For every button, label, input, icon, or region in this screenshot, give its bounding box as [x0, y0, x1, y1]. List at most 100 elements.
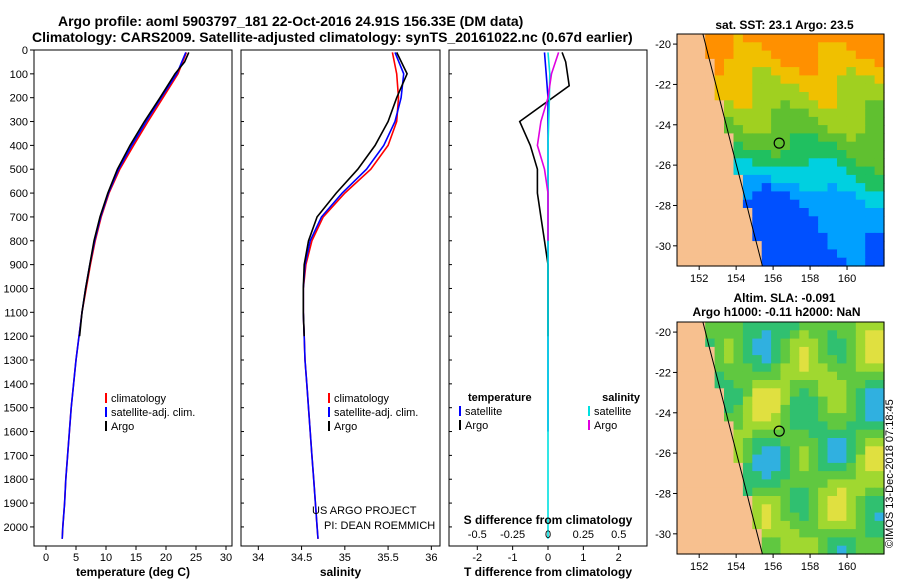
x-tick-label: 34: [252, 552, 264, 564]
map-cell: [714, 199, 725, 209]
map-cell: [846, 330, 857, 340]
map-cell: [846, 75, 857, 85]
map-cell: [742, 100, 753, 110]
map-cell: [705, 504, 716, 514]
map-cell: [855, 462, 866, 472]
map-cell: [827, 454, 838, 464]
map-cell: [855, 224, 866, 234]
map-cell: [780, 396, 791, 406]
map-cell: [752, 257, 763, 267]
map-cell: [705, 232, 716, 242]
map-cell: [733, 471, 744, 480]
map-cell: [733, 545, 744, 555]
map-cell: [789, 479, 800, 489]
map-cell: [789, 363, 800, 373]
map-cell: [742, 446, 753, 456]
map-cell: [705, 355, 716, 364]
map-cell: [846, 224, 857, 234]
map-cell: [771, 50, 782, 60]
map-cell: [837, 34, 847, 43]
map-cell: [677, 42, 687, 52]
map-cell: [818, 208, 829, 217]
map-cell: [789, 338, 800, 348]
map-cell: [705, 42, 716, 52]
map-cell: [855, 504, 866, 514]
map-cell: [742, 355, 753, 364]
map-cell: [874, 257, 885, 267]
map-cell: [780, 421, 791, 431]
map-cell: [705, 545, 716, 555]
map-cell: [686, 75, 697, 85]
map-cell: [705, 208, 716, 217]
x-tick-label: 15: [130, 552, 142, 564]
map-cell: [677, 355, 687, 364]
map-cell: [686, 338, 697, 348]
map-cell: [761, 529, 772, 538]
map-cell: [733, 100, 744, 110]
map-cell: [695, 125, 706, 134]
map-cell: [705, 199, 716, 209]
x-tick-label: 10: [100, 552, 112, 564]
map-cell: [742, 224, 753, 234]
map-cell: [846, 471, 857, 480]
map-cell: [752, 92, 763, 101]
map-cell: [818, 429, 829, 439]
map-cell: [742, 429, 753, 439]
map-cell: [761, 174, 772, 184]
map-cell: [865, 363, 876, 373]
map-cell: [724, 150, 734, 159]
map-cell: [827, 141, 838, 151]
map-cell: [724, 512, 734, 522]
map-cell: [874, 429, 885, 439]
map-cell: [714, 257, 725, 267]
map-cell: [771, 355, 782, 364]
map-cell: [874, 116, 885, 126]
map-cell: [714, 371, 725, 381]
map-cell: [865, 396, 876, 406]
map-cell: [724, 50, 734, 60]
map-cell: [724, 338, 734, 348]
map-cell: [827, 34, 838, 43]
map-cell: [818, 42, 829, 52]
map-cell: [752, 429, 763, 439]
map-cell: [677, 50, 687, 60]
map-cell: [714, 388, 725, 398]
map-cell: [799, 174, 810, 184]
map-cell: [837, 479, 847, 489]
map-cell: [827, 446, 838, 456]
map-cell: [846, 388, 857, 398]
map-cell: [771, 346, 782, 356]
map-cell: [827, 158, 838, 168]
map-cell: [695, 396, 706, 406]
map-cell: [733, 338, 744, 348]
map-cell: [677, 413, 687, 422]
map-cell: [780, 462, 791, 472]
map-cell: [677, 363, 687, 373]
map-cell: [818, 363, 829, 373]
map-cell: [761, 208, 772, 217]
map-cell: [865, 125, 876, 134]
map-cell: [695, 363, 706, 373]
map-cell: [808, 355, 819, 364]
map-cell: [837, 355, 847, 364]
map-cell: [837, 504, 847, 514]
map-cell: [855, 58, 866, 68]
map-cell: [742, 133, 753, 143]
map-cell: [677, 133, 687, 143]
map-cell: [874, 216, 885, 226]
map-cell: [808, 241, 819, 250]
map-cell: [742, 216, 753, 226]
map-cell: [677, 330, 687, 340]
map-cell: [780, 371, 791, 381]
map-cell: [733, 158, 744, 168]
map-cell: [771, 249, 782, 259]
map-cell: [724, 116, 734, 126]
map-cell: [714, 166, 725, 176]
map-cell: [780, 454, 791, 464]
map-cell: [855, 133, 866, 143]
map-cell: [780, 487, 791, 497]
map-cell: [742, 487, 753, 497]
map-cell: [695, 232, 706, 242]
map-cell: [865, 496, 876, 505]
